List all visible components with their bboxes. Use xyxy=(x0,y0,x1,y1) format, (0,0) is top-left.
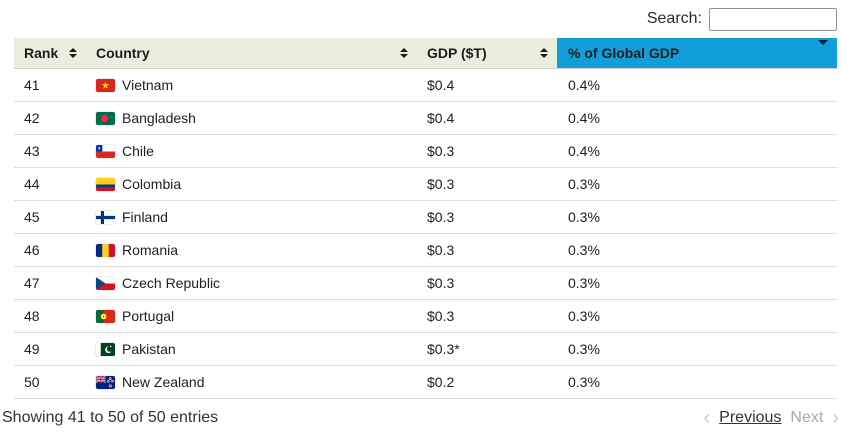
share-cell: 0.4% xyxy=(557,68,837,102)
gdp-cell: $0.3 xyxy=(417,299,557,333)
country-name: Finland xyxy=(122,209,168,225)
table-row: 48 Portugal $0.3 0.3% xyxy=(14,299,837,333)
share-cell: 0.3% xyxy=(557,299,837,333)
romania-flag-icon xyxy=(96,244,115,257)
country-cell: Portugal xyxy=(86,299,417,333)
share-cell: 0.3% xyxy=(557,266,837,300)
sort-icon xyxy=(400,48,408,58)
country-cell: New Zealand xyxy=(86,365,417,399)
sort-icon xyxy=(69,48,77,58)
previous-button[interactable]: Previous xyxy=(719,409,782,426)
next-button[interactable]: Next xyxy=(790,409,824,426)
gdp-cell: $0.3 xyxy=(417,134,557,168)
country-name: Romania xyxy=(122,242,179,258)
country-cell: Pakistan xyxy=(86,332,417,366)
finland-flag-icon xyxy=(96,211,115,224)
share-cell: 0.3% xyxy=(557,365,837,399)
rank-cell: 50 xyxy=(14,365,86,399)
country-name: Bangladesh xyxy=(122,110,196,126)
gdp-cell: $0.2 xyxy=(417,365,557,399)
table-row: 50 New Zealand $0.2 0.3% xyxy=(14,365,837,399)
table-row: 42 Bangladesh $0.4 0.4% xyxy=(14,101,837,135)
country-cell: Finland xyxy=(86,200,417,234)
gdp-cell: $0.4 xyxy=(417,68,557,102)
header-row: Rank Country GDP ($T) % of Global GDP xyxy=(14,38,837,69)
gdp-cell: $0.3 xyxy=(417,167,557,201)
pakistan-flag-icon xyxy=(96,343,115,356)
column-header-gdp[interactable]: GDP ($T) xyxy=(417,38,557,69)
share-cell: 0.3% xyxy=(557,332,837,366)
new-zealand-flag-icon xyxy=(96,376,115,389)
chile-flag-icon xyxy=(96,145,115,158)
share-cell: 0.4% xyxy=(557,134,837,168)
search-label: Search: xyxy=(646,10,702,27)
table-footer: Showing 41 to 50 of 50 entries ‹ Previou… xyxy=(0,399,847,428)
country-cell: Bangladesh xyxy=(86,101,417,135)
sort-icon xyxy=(540,48,548,58)
country-name: Chile xyxy=(122,143,154,159)
chevron-right-icon: › xyxy=(832,407,839,429)
share-cell: 0.3% xyxy=(557,200,837,234)
table-row: 44 Colombia $0.3 0.3% xyxy=(14,167,837,201)
table-row: 46 Romania $0.3 0.3% xyxy=(14,233,837,267)
column-header-global-gdp-share[interactable]: % of Global GDP xyxy=(557,38,837,69)
sort-descending-icon xyxy=(818,40,828,61)
rank-cell: 48 xyxy=(14,299,86,333)
rank-cell: 44 xyxy=(14,167,86,201)
gdp-cell: $0.3 xyxy=(417,200,557,234)
country-cell: Vietnam xyxy=(86,68,417,102)
country-cell: Czech Republic xyxy=(86,266,417,300)
rank-cell: 49 xyxy=(14,332,86,366)
gdp-cell: $0.3* xyxy=(417,332,557,366)
search-input[interactable] xyxy=(709,7,837,31)
table-row: 43 Chile $0.3 0.4% xyxy=(14,134,837,168)
entries-info: Showing 41 to 50 of 50 entries xyxy=(2,409,219,426)
country-name: Colombia xyxy=(122,176,182,192)
top-bar: Search: xyxy=(0,0,847,38)
pagination: ‹ Previous Next › xyxy=(704,408,840,428)
rank-cell: 41 xyxy=(14,68,86,102)
portugal-flag-icon xyxy=(96,310,115,323)
gdp-cell: $0.4 xyxy=(417,101,557,135)
gdp-cell: $0.3 xyxy=(417,266,557,300)
gdp-cell: $0.3 xyxy=(417,233,557,267)
share-cell: 0.3% xyxy=(557,233,837,267)
country-name: Czech Republic xyxy=(122,275,221,291)
country-name: Pakistan xyxy=(122,341,176,357)
column-header-rank[interactable]: Rank xyxy=(14,38,86,69)
table-row: 49 Pakistan $0.3* 0.3% xyxy=(14,332,837,366)
country-name: Vietnam xyxy=(122,77,174,93)
country-cell: Colombia xyxy=(86,167,417,201)
country-cell: Chile xyxy=(86,134,417,168)
czech-flag-icon xyxy=(96,277,115,290)
rank-cell: 43 xyxy=(14,134,86,168)
bangladesh-flag-icon xyxy=(96,112,115,125)
table-row: 47 Czech Republic $0.3 0.3% xyxy=(14,266,837,300)
rank-cell: 47 xyxy=(14,266,86,300)
gdp-table: Rank Country GDP ($T) % of Global GDP 41… xyxy=(14,38,837,399)
share-cell: 0.3% xyxy=(557,167,837,201)
country-name: Portugal xyxy=(122,308,175,324)
table-row: 45 Finland $0.3 0.3% xyxy=(14,200,837,234)
rank-cell: 42 xyxy=(14,101,86,135)
country-cell: Romania xyxy=(86,233,417,267)
vietnam-flag-icon xyxy=(96,79,115,92)
table-row: 41 Vietnam $0.4 0.4% xyxy=(14,68,837,102)
rank-cell: 45 xyxy=(14,200,86,234)
colombia-flag-icon xyxy=(96,178,115,191)
column-header-country[interactable]: Country xyxy=(86,38,417,69)
share-cell: 0.4% xyxy=(557,101,837,135)
chevron-left-icon: ‹ xyxy=(703,407,711,429)
rank-cell: 46 xyxy=(14,233,86,267)
country-name: New Zealand xyxy=(122,374,205,390)
